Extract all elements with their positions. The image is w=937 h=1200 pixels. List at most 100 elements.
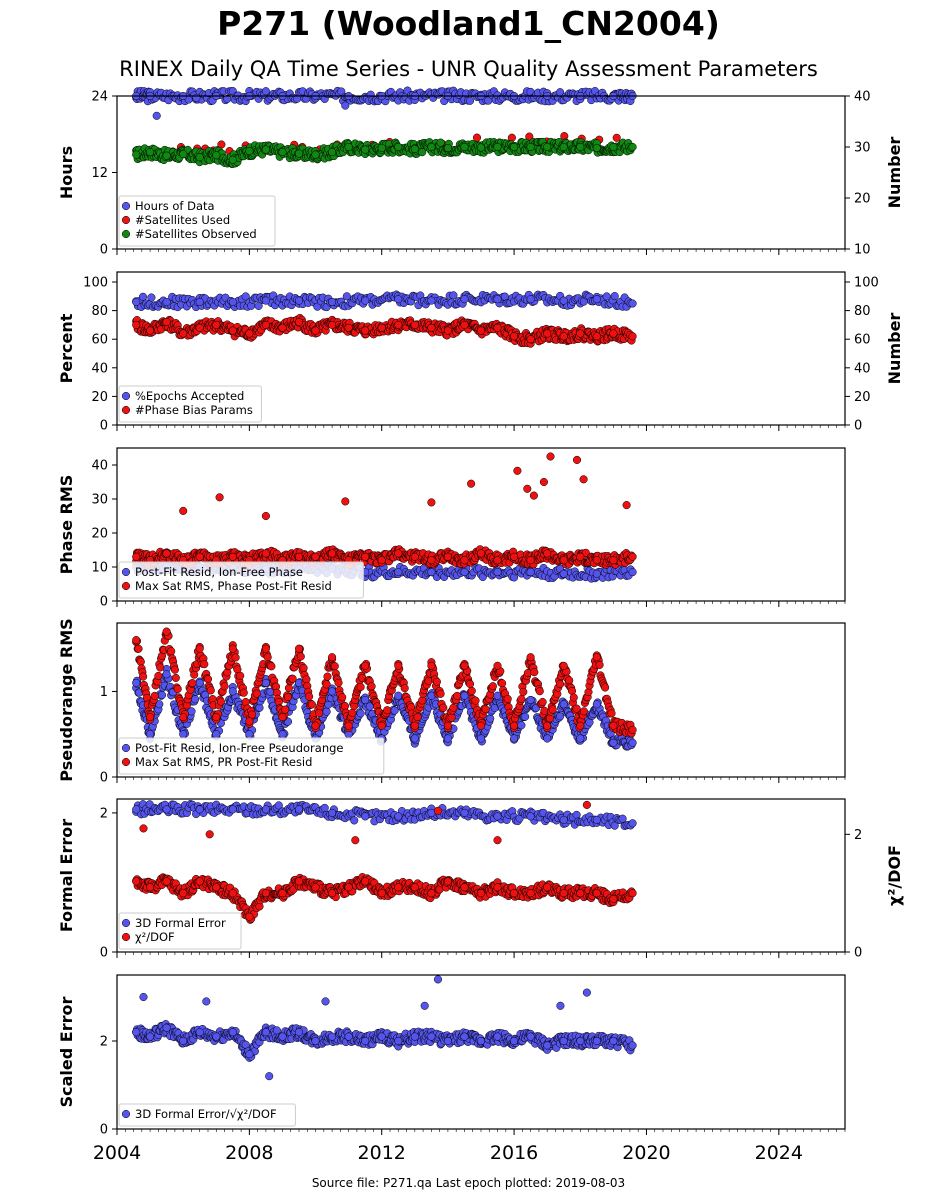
data-point <box>294 149 304 158</box>
data-point <box>521 712 530 721</box>
data-point <box>559 661 568 670</box>
data-point <box>609 738 618 747</box>
data-point <box>543 734 552 743</box>
data-point <box>610 292 619 301</box>
data-point <box>628 332 637 341</box>
y-tick-label: 100 <box>83 276 108 291</box>
data-point <box>592 332 601 341</box>
data-point <box>436 138 445 147</box>
y-axis-label: Hours <box>57 146 76 199</box>
data-point <box>592 569 601 578</box>
legend-label: Max Sat RMS, Phase Post-Fit Resid <box>135 579 332 593</box>
data-point <box>361 661 370 670</box>
data-point <box>439 703 448 712</box>
data-point <box>294 644 304 653</box>
data-point <box>609 556 618 565</box>
data-point <box>427 323 436 332</box>
data-point <box>486 714 495 723</box>
data-point <box>146 730 155 739</box>
data-point <box>146 326 155 335</box>
y-axis-label: Pseudorange RMS <box>57 618 76 781</box>
data-point <box>609 142 618 152</box>
data-point <box>305 692 314 701</box>
data-point <box>410 734 419 743</box>
data-point <box>628 725 637 734</box>
data-point <box>576 552 585 561</box>
data-point <box>460 320 469 329</box>
data-point <box>447 713 456 722</box>
data-point <box>535 687 544 696</box>
data-point <box>460 808 469 817</box>
data-point <box>543 329 552 338</box>
data-point <box>618 814 627 823</box>
data-point <box>132 150 141 159</box>
data-point <box>465 679 475 689</box>
outlier-point <box>261 511 270 521</box>
data-point <box>545 714 554 723</box>
data-point <box>460 142 469 152</box>
data-point <box>206 686 215 695</box>
data-point <box>493 812 502 821</box>
data-point <box>394 691 403 700</box>
data-point <box>592 556 601 565</box>
data-point <box>526 295 535 304</box>
data-point <box>410 144 419 154</box>
data-point <box>167 647 176 656</box>
y-tick-label-right: 40 <box>854 90 871 105</box>
data-point <box>344 323 353 332</box>
data-point <box>195 805 204 814</box>
data-point <box>467 686 476 695</box>
data-point <box>212 151 221 160</box>
data-point <box>132 297 141 307</box>
data-point <box>132 320 141 329</box>
data-point <box>595 660 604 669</box>
data-point <box>212 730 221 739</box>
data-point <box>356 682 365 692</box>
data-point <box>132 678 141 687</box>
data-point <box>139 672 148 681</box>
data-point <box>427 568 436 577</box>
data-point <box>413 713 422 722</box>
data-point <box>612 133 621 142</box>
data-point <box>212 320 221 329</box>
data-point <box>328 297 337 307</box>
y-tick-label-right: 30 <box>854 141 871 156</box>
y-tick-label-right: 20 <box>854 390 871 405</box>
data-point <box>220 682 229 691</box>
data-point <box>162 670 171 679</box>
data-point <box>307 700 316 709</box>
data-point <box>267 662 276 671</box>
data-point <box>510 142 519 152</box>
data-point <box>476 143 486 152</box>
data-point <box>315 708 324 718</box>
data-point <box>322 707 331 716</box>
data-point <box>526 335 535 344</box>
legend-label: Post-Fit Resid, Ion-Free Phase <box>135 565 303 579</box>
data-point <box>607 709 616 718</box>
outlier-point <box>215 493 224 502</box>
data-point <box>328 549 337 558</box>
y-tick-label: 60 <box>91 333 108 348</box>
legend-label: Hours of Data <box>135 199 215 213</box>
y-tick-label: 0 <box>100 243 108 258</box>
data-point <box>162 151 171 160</box>
data-point <box>510 734 519 743</box>
data-point <box>188 679 197 688</box>
legend-marker <box>121 743 131 753</box>
outlier-point <box>546 452 555 461</box>
data-point <box>328 653 337 662</box>
data-point <box>261 296 270 305</box>
data-point <box>147 293 156 302</box>
data-point <box>576 329 585 338</box>
data-point <box>510 332 519 341</box>
data-point <box>493 142 502 152</box>
data-point <box>538 697 547 707</box>
data-point <box>261 145 270 154</box>
outlier-point <box>579 475 588 484</box>
data-point <box>190 670 199 679</box>
y-axis-label: Phase RMS <box>57 475 76 575</box>
y-axis-label-right: Number <box>885 137 904 209</box>
data-point <box>410 552 419 561</box>
data-point <box>294 317 304 327</box>
